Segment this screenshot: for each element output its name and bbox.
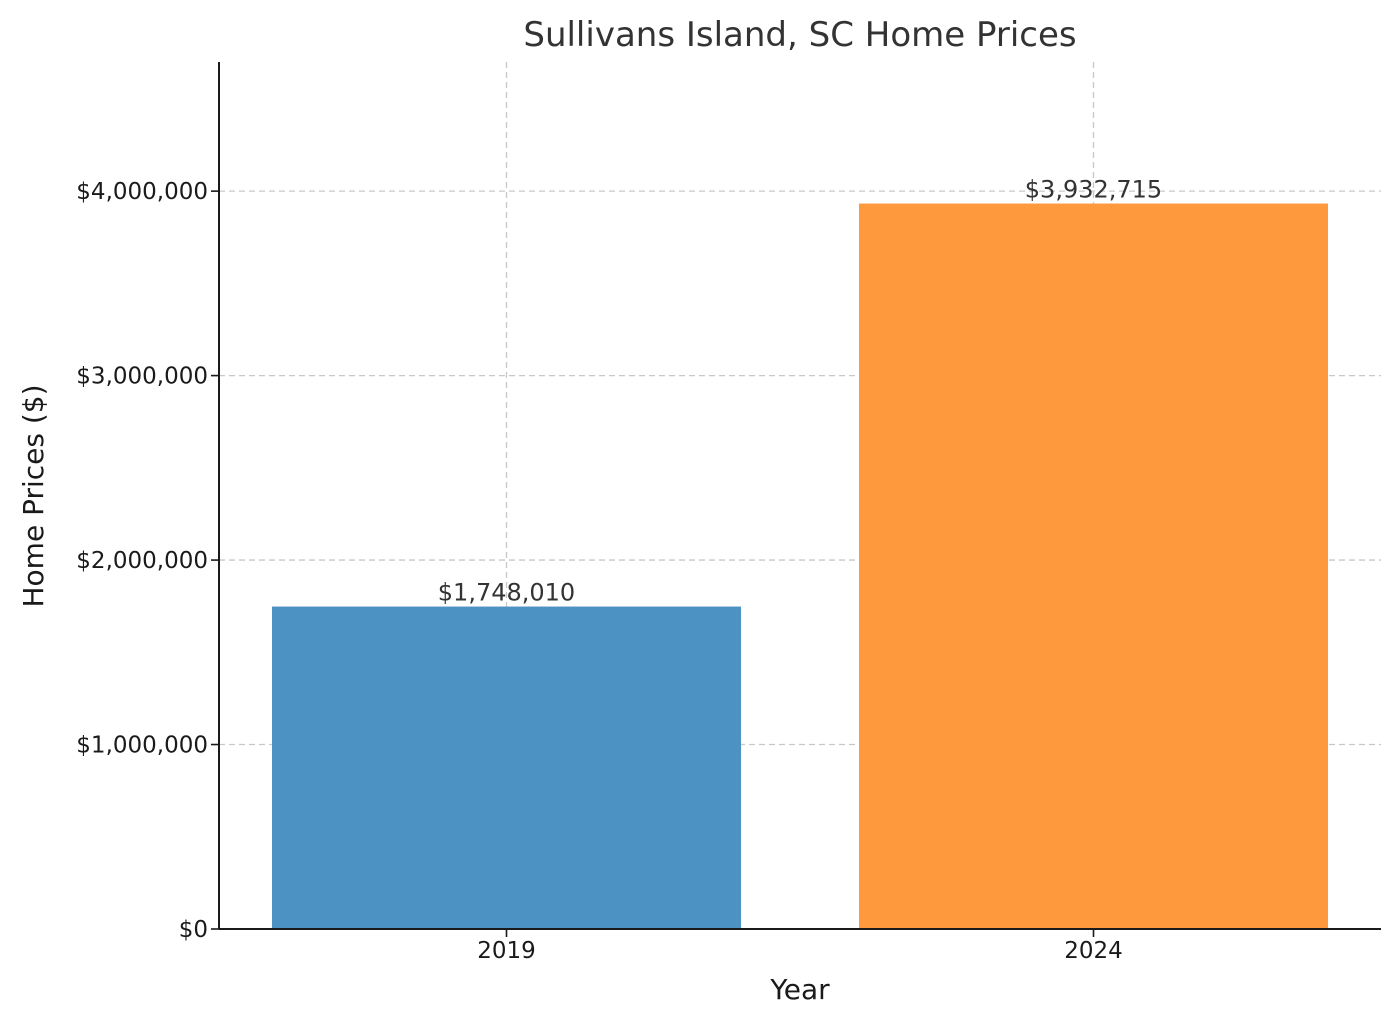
x-tick-label: 2024 (1064, 938, 1123, 964)
axes (218, 62, 1381, 930)
bar-value-label: $3,932,715 (1025, 176, 1162, 204)
bar-value-label: $1,748,010 (438, 579, 575, 607)
y-tick-label: $4,000,000 (76, 179, 208, 205)
y-tick-label: $1,000,000 (76, 733, 208, 759)
y-tick-label: $3,000,000 (76, 364, 208, 390)
y-axis-label: Home Prices ($) (17, 384, 50, 607)
x-tick-label: 2019 (477, 938, 536, 964)
bars (272, 203, 1328, 929)
bar-2019 (272, 606, 741, 929)
x-axis-label: Year (769, 973, 830, 1006)
y-ticks: $0 $1,000,000 $2,000,000 $3,000,000 $4,000,0… (76, 179, 219, 943)
x-ticks: 2019 2024 (477, 929, 1123, 964)
bar-2024 (859, 203, 1328, 929)
data-labels: $1,748,010 $3,932,715 (438, 176, 1162, 607)
y-tick-label: $0 (179, 917, 208, 943)
y-tick-label: $2,000,000 (76, 548, 208, 574)
chart-title: Sullivans Island, SC Home Prices (523, 15, 1076, 55)
